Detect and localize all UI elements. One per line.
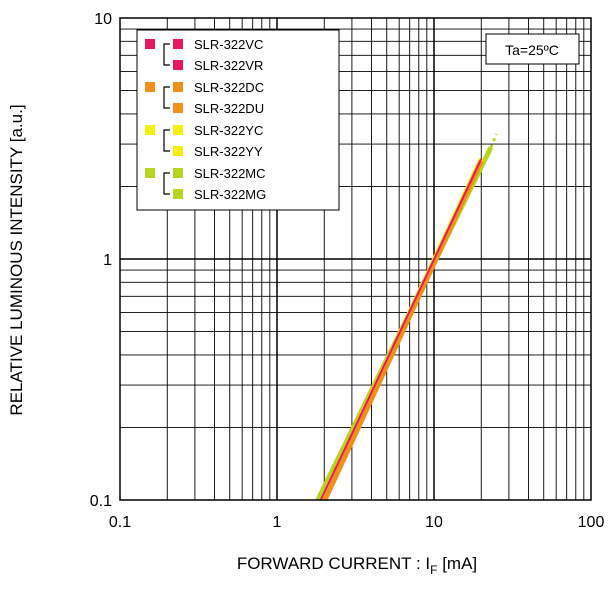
- legend-swatch: [173, 189, 183, 199]
- series-line-extension: [489, 133, 498, 149]
- legend-bracket: [163, 43, 170, 66]
- legend-swatch: [173, 146, 183, 156]
- legend-label: SLR-322MC: [194, 166, 266, 181]
- x-tick-label: 0.1: [109, 514, 131, 531]
- legend-label: SLR-322MG: [194, 187, 266, 202]
- y-axis-title: RELATIVE LUMINOUS INTENSITY [a.u.]: [7, 104, 26, 415]
- legend-swatch: [173, 39, 183, 49]
- x-axis-title-main: FORWARD CURRENT : I: [237, 554, 430, 573]
- legend-swatch: [173, 168, 183, 178]
- series-lines: [315, 133, 498, 502]
- legend-label: SLR-322DC: [194, 80, 264, 95]
- x-tick-label: 1: [273, 514, 282, 531]
- annotation-text: Ta=25ºC: [505, 42, 559, 58]
- legend-bracket: [163, 129, 170, 152]
- x-tick-label: 10: [425, 514, 443, 531]
- legend-swatch: [173, 60, 183, 70]
- legend: SLR-322VC SLR-322VR SLR-322DC SLR-322DU SLR-…: [136, 29, 340, 211]
- annotation-box: Ta=25ºC: [485, 33, 580, 65]
- x-axis-title-sub: F: [430, 563, 437, 577]
- legend-label: SLR-322DU: [194, 101, 264, 116]
- legend-swatch: [173, 125, 183, 135]
- legend-box: [136, 29, 340, 211]
- legend-label: SLR-322VC: [194, 37, 263, 52]
- legend-swatch: [145, 168, 155, 178]
- series-line: [319, 158, 483, 501]
- legend-bracket: [163, 86, 170, 109]
- legend-label: SLR-322YC: [194, 123, 263, 138]
- x-axis-title-suffix: [mA]: [437, 554, 477, 573]
- tick-labels: 0.1 1 10 100 0.1 1 10: [90, 11, 605, 531]
- legend-bracket: [163, 172, 170, 195]
- plot-frame: [119, 17, 592, 501]
- x-tick-label: 100: [578, 514, 605, 531]
- legend-label: SLR-322VR: [194, 58, 263, 73]
- legend-swatch: [173, 82, 183, 92]
- series-line: [322, 159, 484, 502]
- y-tick-label: 0.1: [90, 493, 112, 510]
- y-tick-label: 1: [103, 252, 112, 269]
- x-axis-title: FORWARD CURRENT : IF [mA]: [237, 554, 477, 577]
- legend-swatch: [173, 103, 183, 113]
- legend-swatch: [145, 39, 155, 49]
- legend-swatch: [145, 125, 155, 135]
- legend-swatch: [145, 82, 155, 92]
- legend-label: SLR-322YY: [194, 144, 263, 159]
- y-tick-label: 10: [94, 11, 112, 28]
